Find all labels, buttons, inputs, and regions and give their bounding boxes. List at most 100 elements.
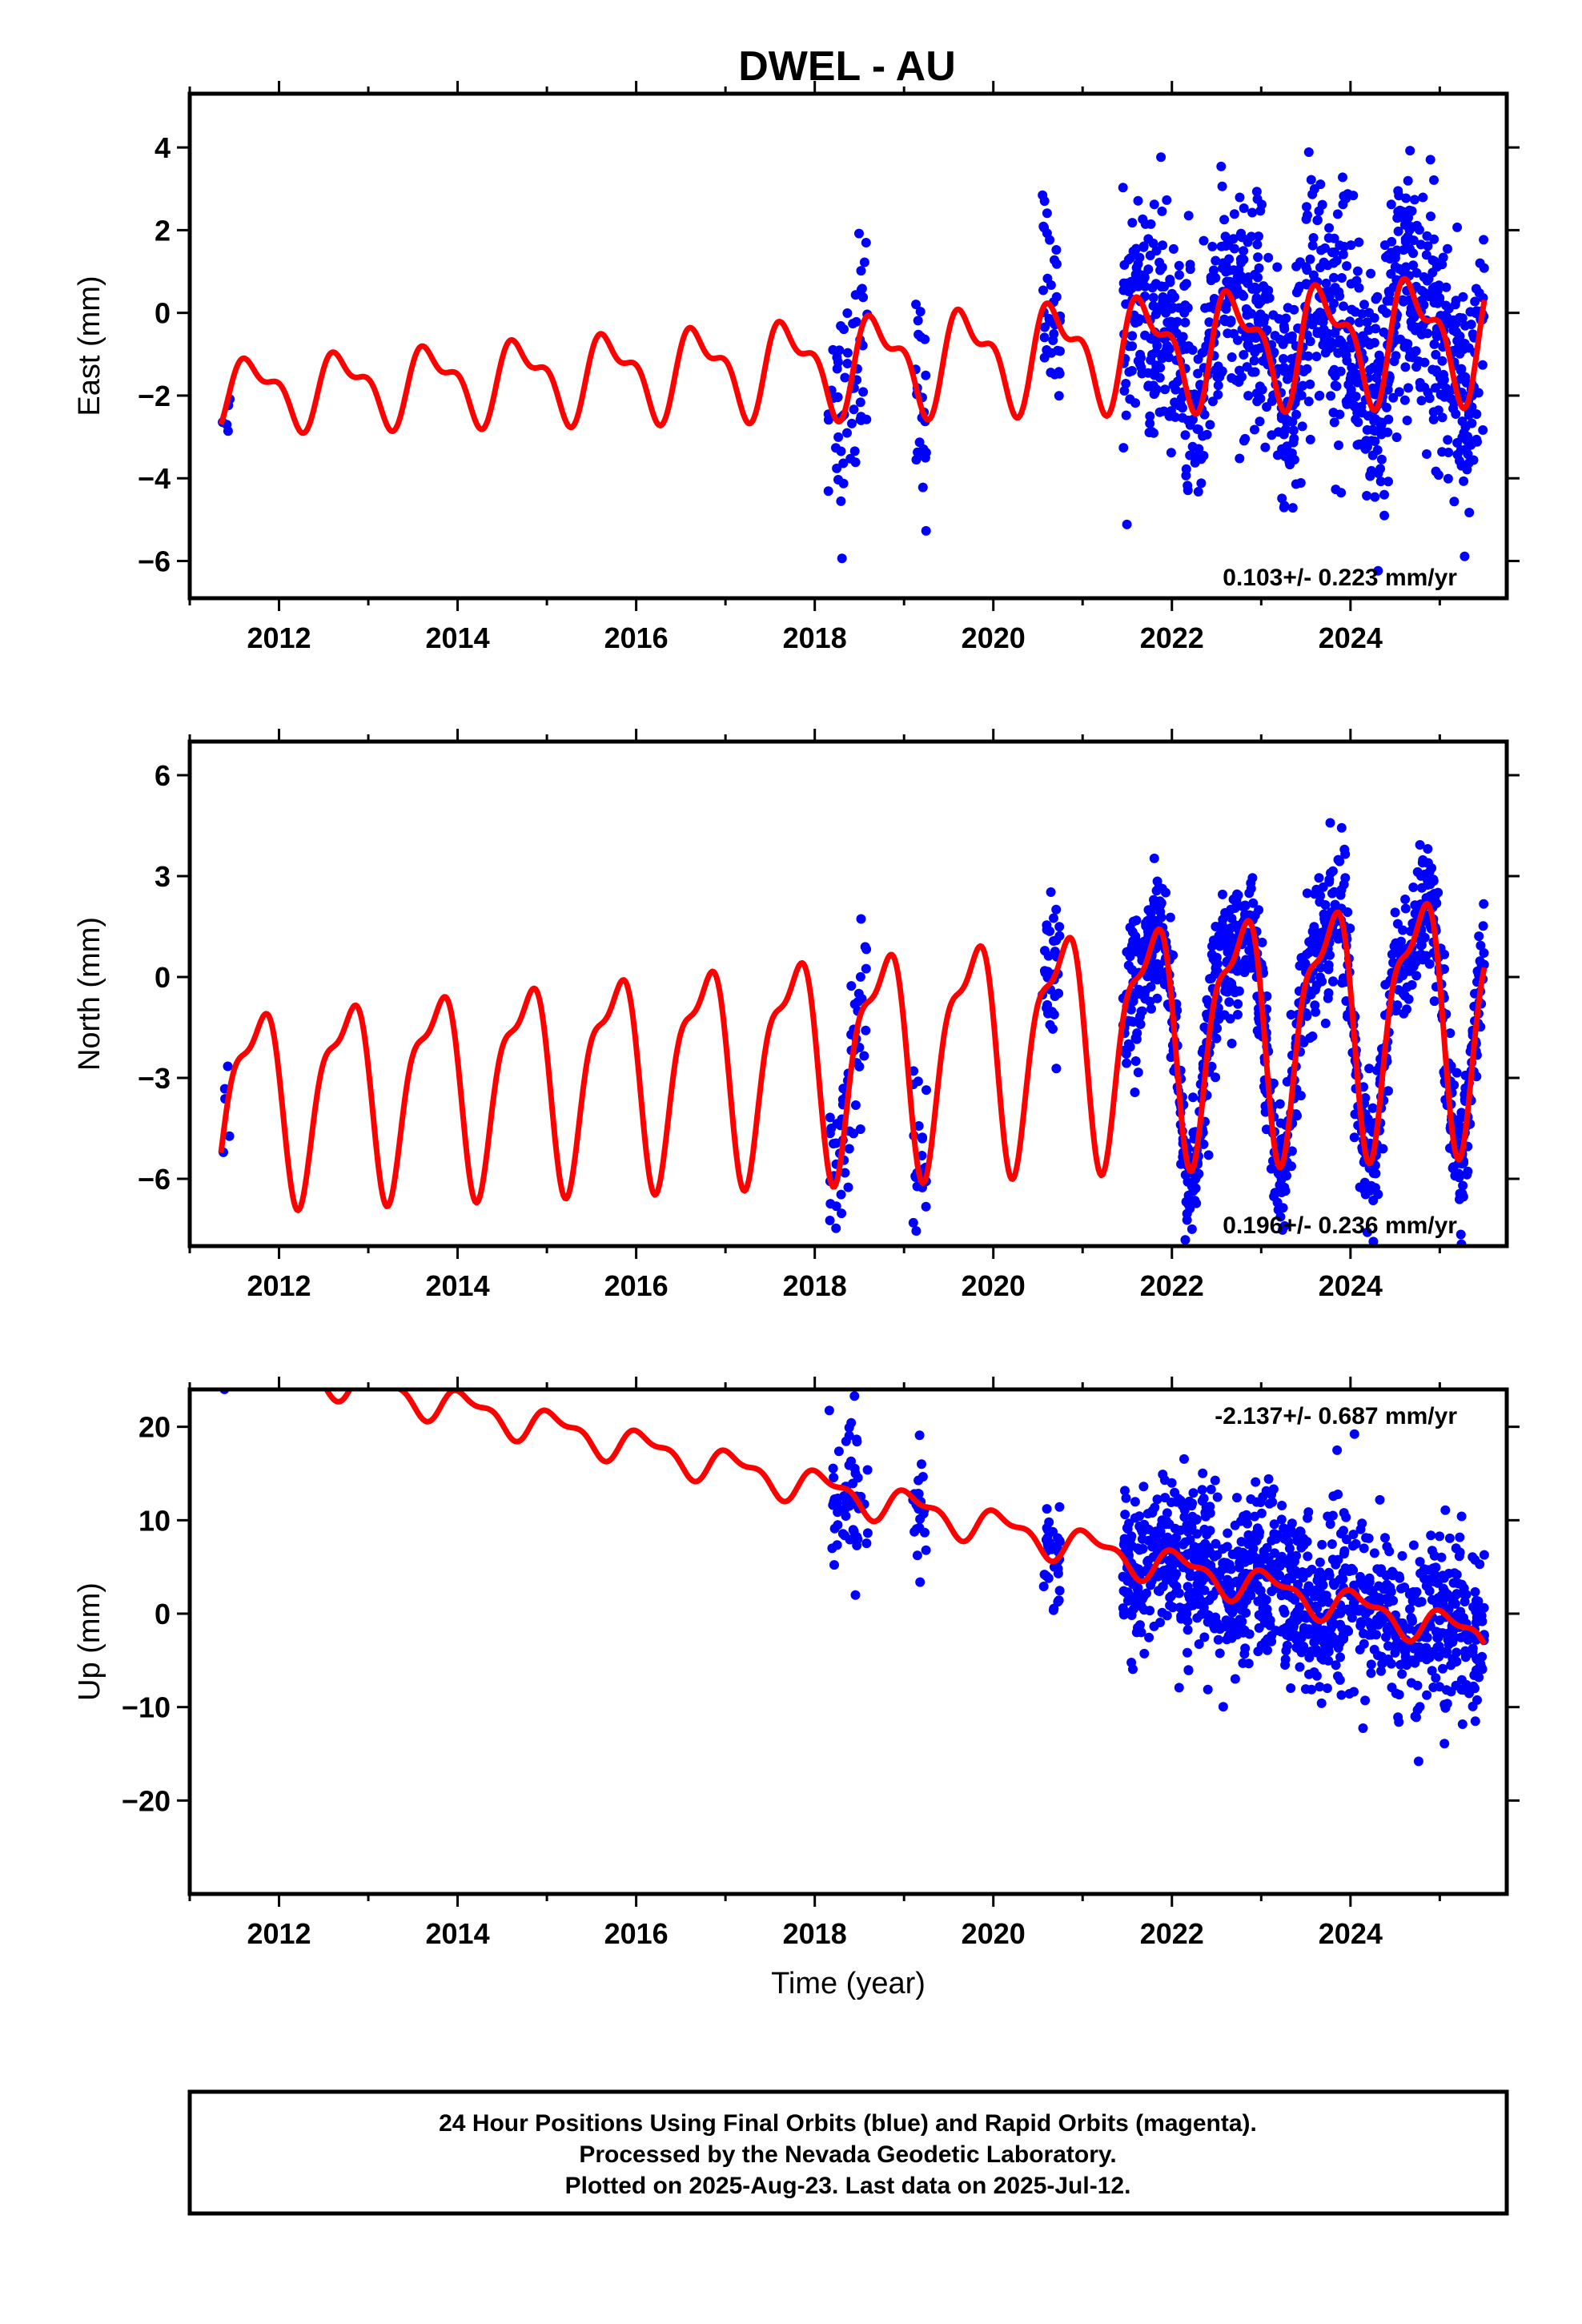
east-data-point xyxy=(1279,324,1290,334)
up-data-point xyxy=(1227,1607,1238,1618)
north-data-point xyxy=(861,963,871,974)
up-data-point xyxy=(1205,1526,1215,1536)
east-data-point xyxy=(917,482,928,493)
east-data-point xyxy=(1332,209,1343,219)
east-data-point xyxy=(1329,272,1339,283)
up-data-point xyxy=(1315,1682,1325,1692)
up-data-point xyxy=(1267,1497,1278,1507)
north-data-point xyxy=(1325,950,1335,960)
east-data-point xyxy=(1229,209,1239,219)
up-data-point xyxy=(1122,1524,1133,1534)
up-data-point xyxy=(920,1527,930,1538)
up-data-point xyxy=(1199,1597,1209,1607)
north-panel: 2012 2014 2016 2018 2020 2022 2024 −6 −3 0 3 6 North… xyxy=(73,729,1520,1302)
up-data-point xyxy=(1130,1513,1140,1523)
east-data-point xyxy=(854,228,864,239)
east-data-point xyxy=(1288,425,1299,436)
east-data-point xyxy=(1320,348,1331,358)
east-data-point xyxy=(1295,478,1306,488)
up-data-point xyxy=(1335,1675,1345,1685)
north-data-point xyxy=(1425,879,1435,890)
east-data-point xyxy=(914,450,925,460)
east-data-point xyxy=(1465,307,1476,317)
up-data-point xyxy=(915,1514,926,1524)
east-data-point xyxy=(1250,424,1259,435)
up-data-point xyxy=(1134,1545,1145,1555)
east-data-point xyxy=(1346,384,1356,395)
east-data-point xyxy=(1401,262,1411,272)
east-y-tick-label: 0 xyxy=(155,297,171,330)
east-data-point xyxy=(1193,368,1203,379)
up-data-point xyxy=(1139,1648,1150,1659)
east-data-point xyxy=(1309,184,1319,194)
up-data-point xyxy=(1197,1576,1207,1586)
up-data-point xyxy=(1187,1587,1198,1598)
east-data-point xyxy=(1127,331,1138,341)
up-data-point xyxy=(1279,1607,1290,1618)
east-data-point xyxy=(1272,262,1283,272)
up-data-point xyxy=(1477,1651,1488,1662)
east-data-point xyxy=(1411,220,1422,231)
up-data-point xyxy=(1292,1606,1302,1617)
east-data-point xyxy=(1268,310,1279,320)
east-data-point xyxy=(1376,429,1387,440)
east-data-point xyxy=(1196,478,1207,489)
up-data-point xyxy=(1255,1586,1266,1596)
east-data-point xyxy=(1250,347,1260,357)
north-data-point xyxy=(1423,844,1433,854)
north-data-point xyxy=(911,1226,921,1236)
east-data-point xyxy=(1354,237,1364,247)
up-data-point xyxy=(841,1511,851,1521)
east-data-point xyxy=(1260,442,1271,452)
east-data-point xyxy=(1427,283,1438,294)
east-data-point xyxy=(1329,417,1339,428)
east-data-point xyxy=(1221,267,1231,277)
up-data-point xyxy=(1174,1602,1185,1613)
up-data-point xyxy=(1171,1587,1181,1598)
east-data-point xyxy=(1460,339,1470,348)
east-data-point xyxy=(1464,458,1474,468)
up-data-point xyxy=(1275,1561,1285,1571)
footer-box: 24 Hour Positions Using Final Orbits (bl… xyxy=(187,2089,1509,2216)
north-data-point xyxy=(1365,1120,1375,1129)
north-data-point xyxy=(1226,938,1235,948)
east-data-point xyxy=(1317,308,1327,319)
up-data-point xyxy=(1339,1549,1349,1559)
up-data-point xyxy=(1404,1589,1415,1599)
up-data-point xyxy=(1397,1550,1407,1561)
east-data-point xyxy=(1244,331,1255,341)
up-data-point xyxy=(1243,1530,1254,1540)
up-data-point xyxy=(1198,1468,1208,1478)
up-data-point xyxy=(832,1540,842,1550)
up-data-point xyxy=(1137,1534,1147,1544)
up-data-point xyxy=(1188,1488,1199,1498)
up-data-point xyxy=(1366,1668,1376,1679)
east-data-point xyxy=(1391,432,1402,442)
footer-line-1: 24 Hour Positions Using Final Orbits (bl… xyxy=(439,2110,1257,2137)
east-data-point xyxy=(1342,356,1352,366)
up-x-axis-label: Time (year) xyxy=(771,1967,926,2000)
east-data-point xyxy=(1355,439,1366,449)
north-data-point xyxy=(1427,863,1437,873)
up-data-point xyxy=(1373,1651,1383,1660)
up-data-point xyxy=(1224,1559,1235,1570)
east-data-point xyxy=(1415,382,1426,392)
east-data-point xyxy=(1121,410,1131,420)
up-data-point xyxy=(1183,1665,1194,1675)
north-data-point xyxy=(1273,1204,1283,1215)
east-data-point xyxy=(1302,364,1312,374)
north-data-point xyxy=(1122,1058,1132,1068)
up-data-point xyxy=(1394,1717,1404,1727)
up-x-tick-label: 2016 xyxy=(604,1917,669,1950)
east-data-point xyxy=(858,292,869,303)
east-data-point xyxy=(1315,263,1325,272)
east-data-point xyxy=(1293,284,1303,295)
north-data-point xyxy=(1302,1011,1312,1021)
east-data-point xyxy=(1255,309,1266,320)
north-data-point xyxy=(1313,931,1323,941)
east-data-point xyxy=(1039,352,1050,363)
east-data-point xyxy=(1346,370,1356,380)
up-data-point xyxy=(1271,1534,1281,1544)
up-data-point xyxy=(917,1472,928,1482)
north-data-point xyxy=(1402,966,1412,976)
